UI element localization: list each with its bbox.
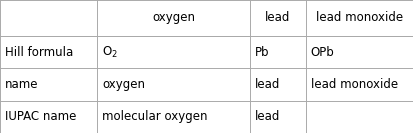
Text: name: name	[5, 78, 38, 91]
Text: lead monoxide: lead monoxide	[311, 78, 398, 91]
Text: lead: lead	[255, 78, 280, 91]
Text: Pb: Pb	[255, 46, 269, 59]
Text: lead: lead	[265, 11, 290, 24]
Text: OPb: OPb	[311, 46, 335, 59]
Text: lead monoxide: lead monoxide	[316, 11, 403, 24]
Text: oxygen: oxygen	[102, 78, 145, 91]
Text: IUPAC name: IUPAC name	[5, 110, 76, 123]
Text: oxygen: oxygen	[152, 11, 195, 24]
Text: molecular oxygen: molecular oxygen	[102, 110, 207, 123]
Text: lead: lead	[255, 110, 280, 123]
Text: Hill formula: Hill formula	[5, 46, 73, 59]
Text: O$_2$: O$_2$	[102, 45, 118, 60]
